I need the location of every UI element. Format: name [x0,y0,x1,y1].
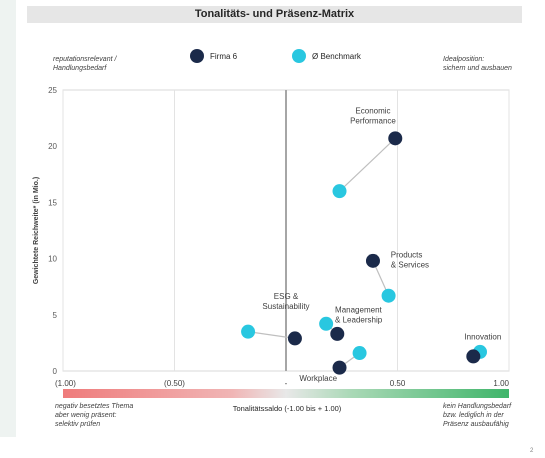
note-line: kein Handlungsbedarf [443,403,512,410]
topic-label-line: & Services [391,260,429,269]
x-tick-label: - [285,379,288,388]
topic-label: Innovation [464,333,501,342]
y-axis-title: Gewichtete Reichweite* (in Mio.) [33,177,40,284]
firma-point [330,326,345,341]
firma-point [287,331,302,346]
y-tick-label: 10 [48,255,57,264]
benchmark-point [381,288,396,303]
legend-item-firma: Firma 6 [190,49,237,63]
legend-marker [190,49,204,63]
topic-label-line: ESG & [274,292,299,301]
topic-label-line: Management [335,306,382,315]
chart-title: Tonalitäts- und Präsenz-Matrix [194,8,355,20]
benchmark-point [319,316,334,331]
y-tick-label: 5 [53,311,58,320]
note-line: reputationsrelevant / [53,56,117,63]
note-line: Handlungsbedarf [53,65,107,72]
firma-point [365,253,380,268]
y-tick-label: 25 [48,86,57,95]
topic-label-line: Sustainability [262,302,309,311]
firma-point [466,349,481,364]
benchmark-point [332,184,347,199]
x-tick-label: (1.00) [55,379,76,388]
topic-label-line: Workplace [299,374,337,383]
note-line: negativ besetztes Thema [55,403,134,410]
benchmark-point [241,324,256,339]
x-tick-label: (0.50) [164,379,185,388]
y-tick-label: 20 [48,142,57,151]
legend-item-benchmark: Ø Benchmark [292,49,361,63]
left-accent-strip [0,0,16,437]
tonality-gradient-bar [63,389,509,398]
topic-label: Management & Leadership [335,306,383,325]
x-tick-label: 1.00 [493,379,509,388]
note-line: Idealposition: [443,56,485,63]
y-tick-label: 0 [53,367,58,376]
note-line: bzw. lediglich in der [443,412,504,419]
topic-label-line: Products [391,250,423,259]
connector-line [339,137,396,192]
y-tick-label: 15 [48,198,57,207]
x-axis-title: Tonalitätssaldo (-1.00 bis + 1.00) [232,404,342,413]
topic-label: Economic Performance [350,107,396,126]
note-line: sichern und ausbauen [443,65,512,72]
note-line: Präsenz ausbaufähig [443,421,509,428]
note-top-right: Idealposition: sichern und ausbauen [443,55,512,73]
x-tick-label: 0.50 [390,379,406,388]
page-number: 2 [530,448,534,454]
topic-label: ESG & Sustainability [262,292,309,311]
topic-label: Workplace [299,374,337,383]
note-top-left: reputationsrelevant / Handlungsbedarf [53,55,116,73]
benchmark-point [352,346,367,361]
note-bottom-left: negativ besetztes Thema aber wenig präse… [55,402,133,429]
legend-label: Ø Benchmark [312,51,361,61]
note-line: aber wenig präsent: [55,412,117,419]
topic-label-line: & Leadership [335,316,383,325]
firma-point [332,360,347,375]
topic-label-line: Innovation [464,333,501,342]
legend-label: Firma 6 [210,51,238,61]
firma-point [388,131,403,146]
note-bottom-right: kein Handlungsbedarf bzw. lediglich in d… [443,402,511,429]
topic-label-line: Economic [355,107,390,116]
legend-marker [292,49,306,63]
title-bar: Tonalitäts- und Präsenz-Matrix [27,6,522,23]
topic-label-line: Performance [350,117,396,126]
topic-label: Products & Services [391,250,429,269]
connector-line [248,331,296,339]
note-line: selektiv prüfen [55,421,101,428]
